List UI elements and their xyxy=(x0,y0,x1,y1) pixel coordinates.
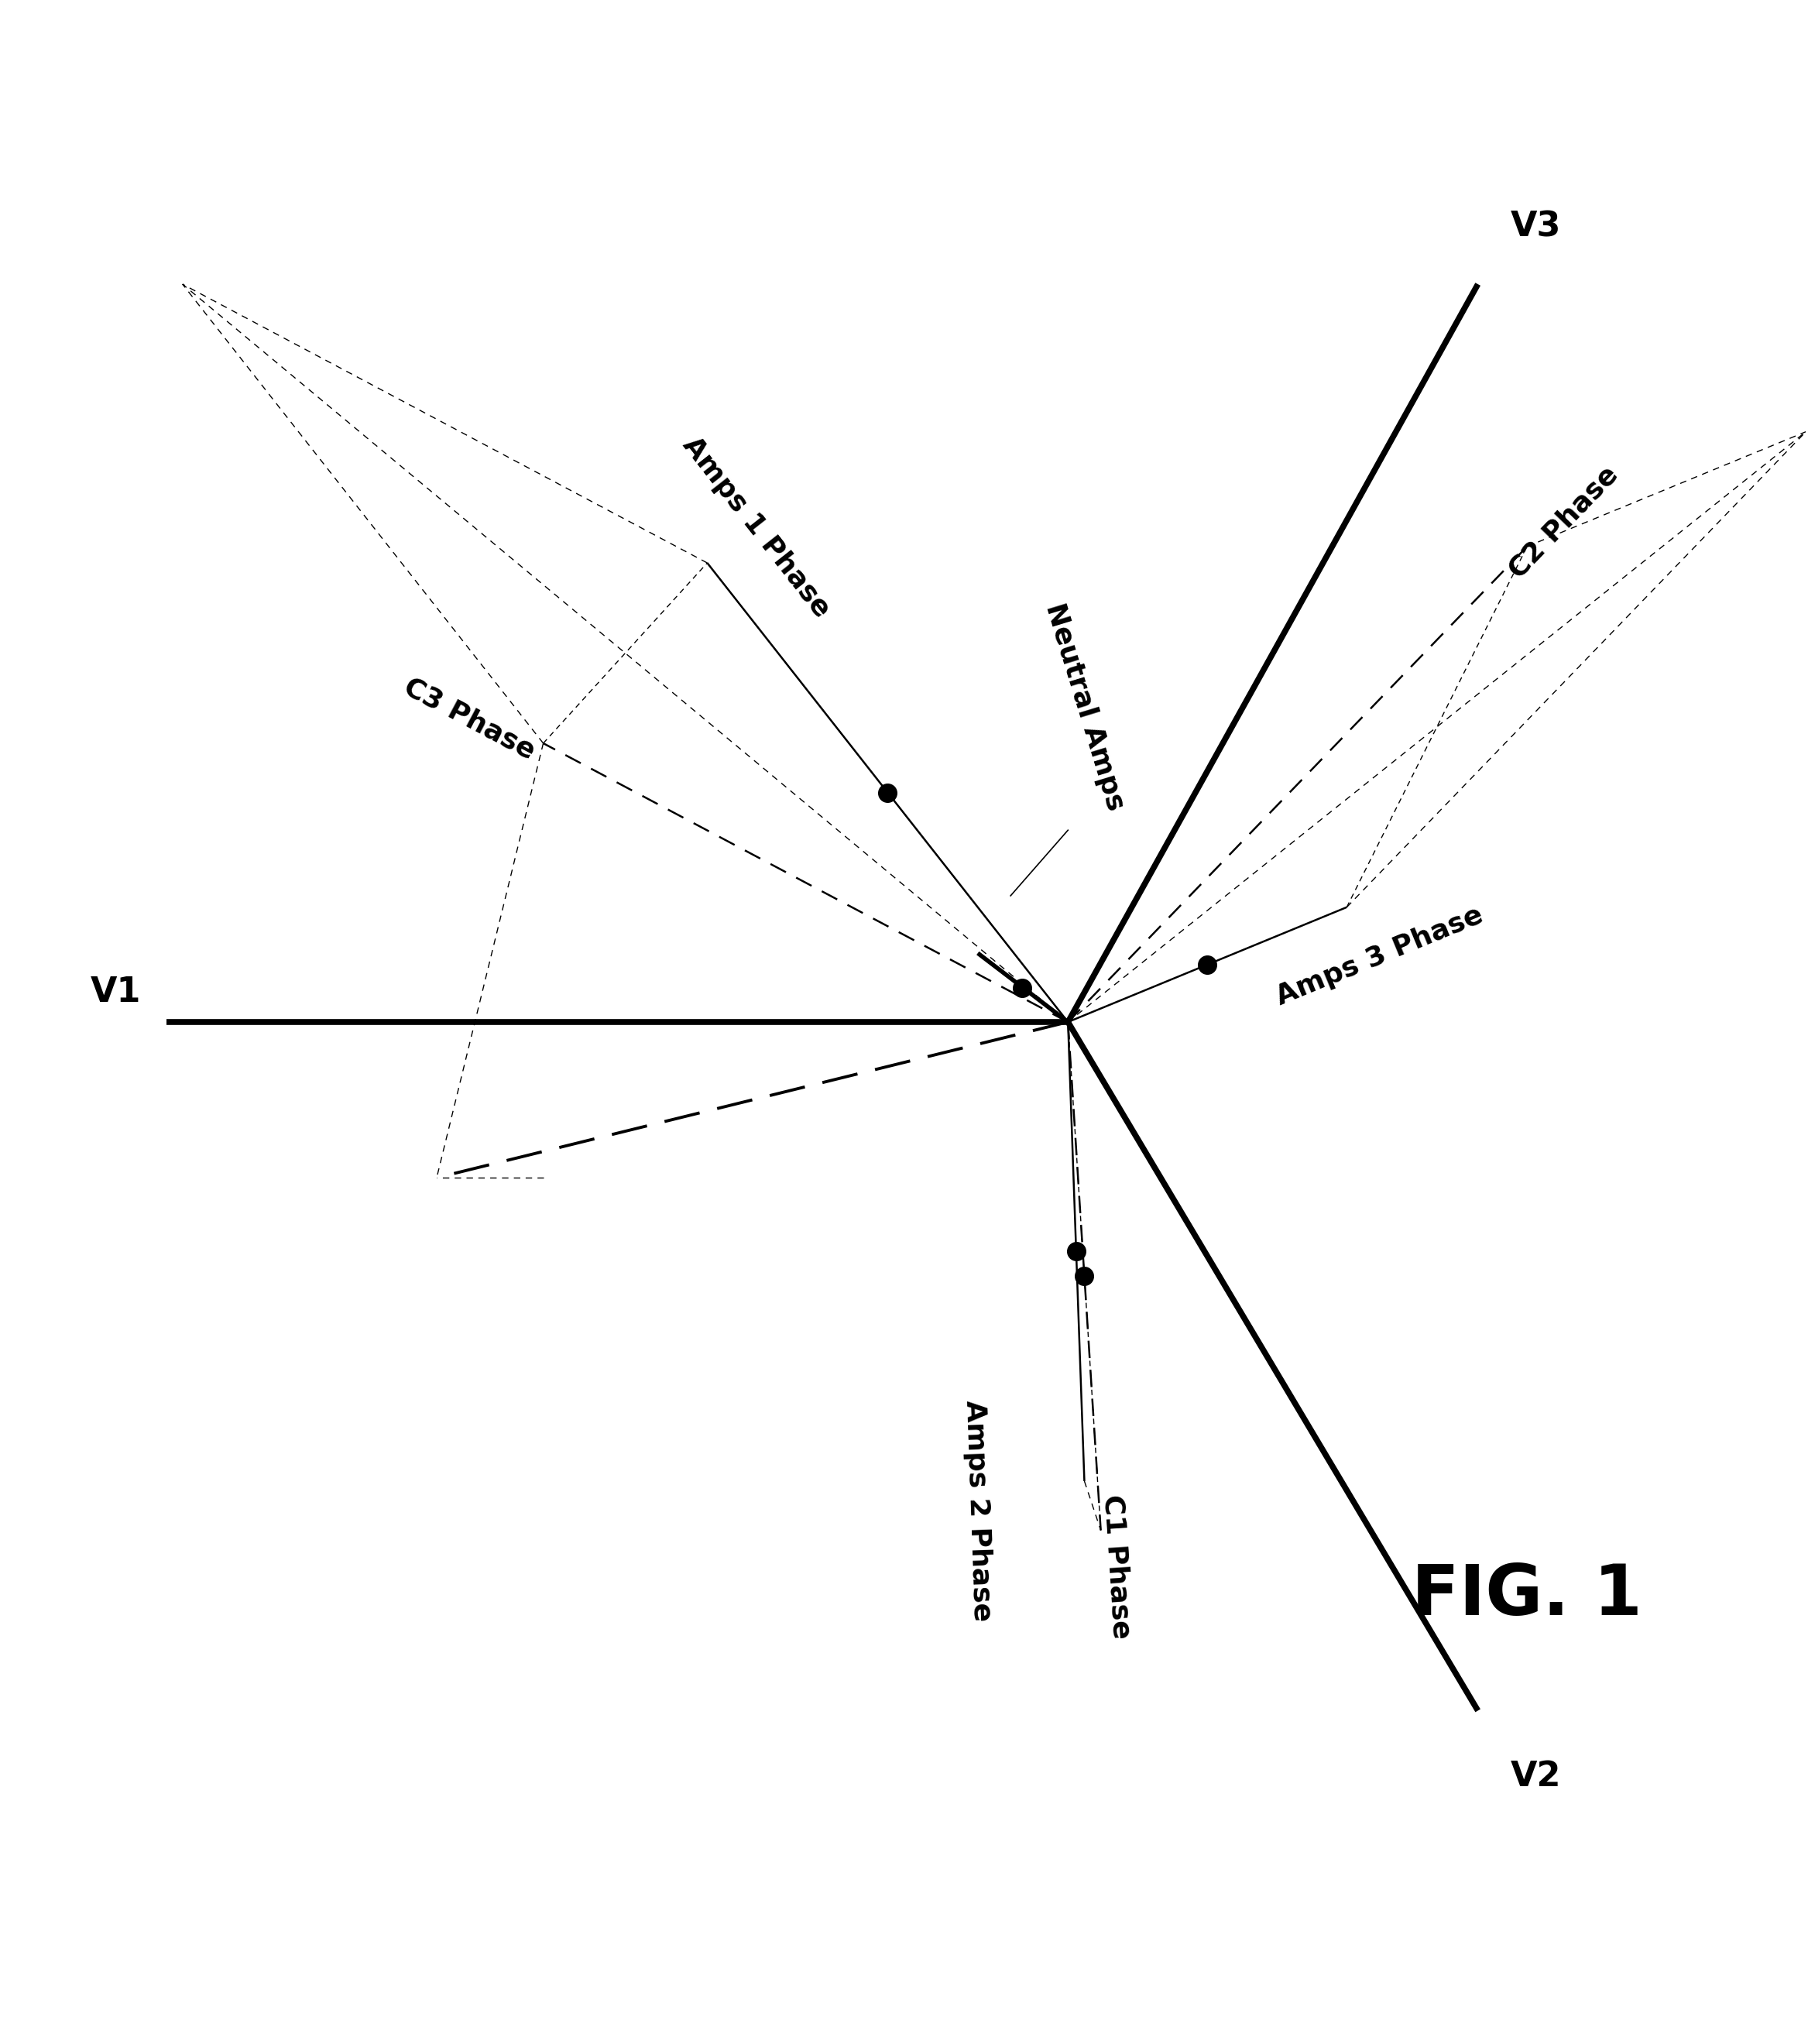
Text: FIG. 1: FIG. 1 xyxy=(1412,1562,1642,1629)
Text: C2 Phase: C2 Phase xyxy=(1504,460,1624,583)
Text: V3: V3 xyxy=(1511,211,1562,243)
Text: C3 Phase: C3 Phase xyxy=(400,672,539,764)
Text: Amps 1 Phase: Amps 1 Phase xyxy=(678,431,835,621)
Text: V2: V2 xyxy=(1511,1760,1562,1793)
Text: Amps 2 Phase: Amps 2 Phase xyxy=(960,1400,994,1621)
Text: Amps 3 Phase: Amps 3 Phase xyxy=(1273,901,1486,1010)
Text: C1 Phase: C1 Phase xyxy=(1099,1494,1135,1639)
Text: Neutral Amps: Neutral Amps xyxy=(1040,601,1128,814)
Text: V1: V1 xyxy=(90,975,141,1010)
